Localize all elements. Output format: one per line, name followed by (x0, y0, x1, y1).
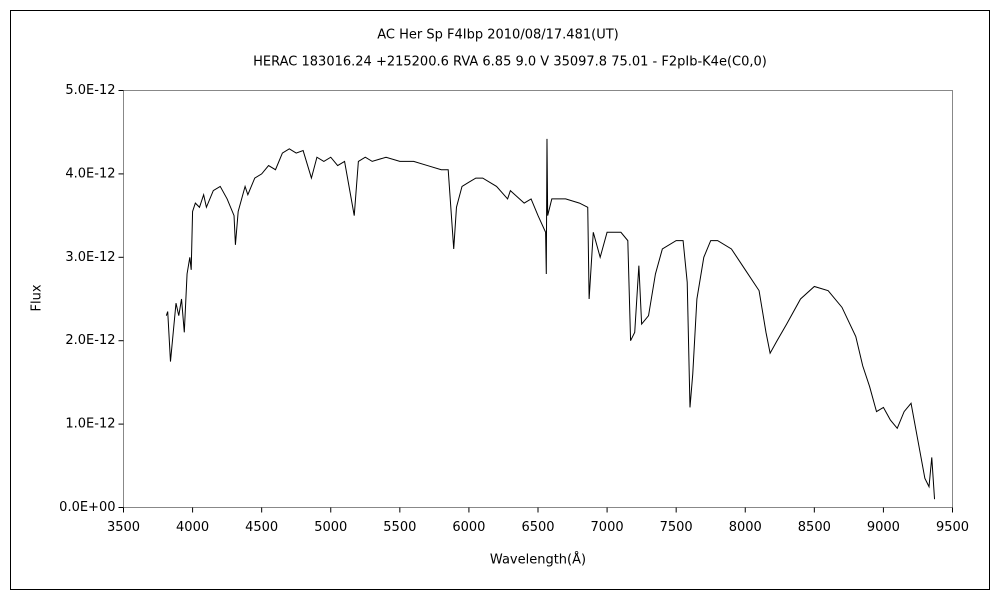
x-tick-label: 8500 (798, 520, 831, 535)
x-tick-label: 9500 (936, 520, 969, 535)
y-tick-label: 0.0E+00 (59, 500, 115, 515)
y-tick-label: 2.0E-12 (65, 333, 115, 348)
x-tick-label: 7500 (660, 520, 693, 535)
x-axis-label: Wavelength(Å) (490, 552, 586, 568)
x-tick-label: 7000 (591, 520, 624, 535)
x-tick-label: 4000 (176, 520, 209, 535)
x-tick-label: 4500 (245, 520, 278, 535)
x-tick-label: 5000 (314, 520, 347, 535)
x-tick-label: 8000 (729, 520, 762, 535)
x-tick-label: 3500 (107, 520, 140, 535)
y-tick-label: 4.0E-12 (65, 166, 115, 181)
x-tick-label: 9000 (867, 520, 900, 535)
chart-subtitle: HERAC 183016.24 +215200.6 RVA 6.85 9.0 V… (253, 55, 767, 70)
x-tick-label: 6500 (521, 520, 554, 535)
y-axis-label: Flux (30, 284, 45, 311)
y-tick-label: 3.0E-12 (65, 250, 115, 265)
spectrum-line (165, 138, 936, 500)
x-tick-label: 5500 (383, 520, 416, 535)
chart-title: AC Her Sp F4Ibp 2010/08/17.481(UT) (377, 28, 618, 43)
plot-area (123, 90, 953, 508)
x-tick-label: 6000 (452, 520, 485, 535)
y-tick-label: 5.0E-12 (65, 83, 115, 98)
y-tick-label: 1.0E-12 (65, 417, 115, 432)
